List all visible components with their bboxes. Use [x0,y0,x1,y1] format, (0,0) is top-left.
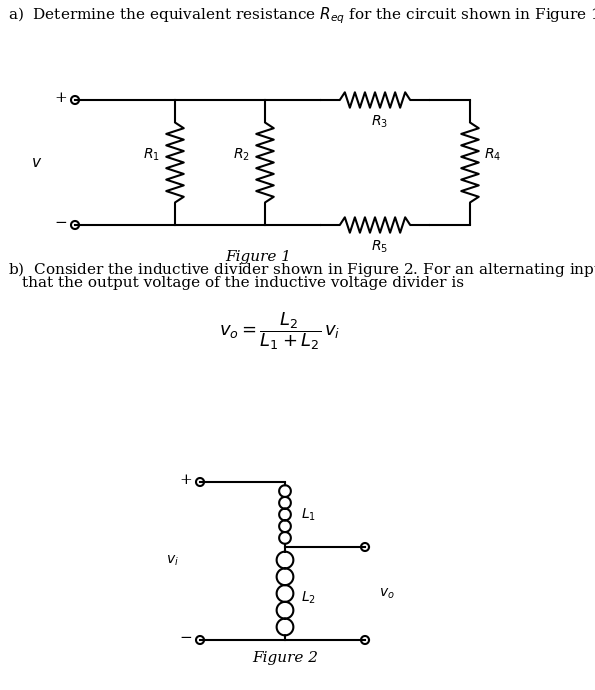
Text: $R_4$: $R_4$ [484,147,501,164]
Text: $v_o$: $v_o$ [379,586,395,601]
Text: $v_i$: $v_i$ [165,554,178,568]
Text: $R_1$: $R_1$ [143,147,160,164]
Text: $R_5$: $R_5$ [371,239,389,255]
Text: $R_2$: $R_2$ [233,147,250,164]
Text: Figure 1: Figure 1 [225,250,291,264]
Text: a)  Determine the equivalent resistance $R_{eq}$ for the circuit shown in Figure: a) Determine the equivalent resistance $… [8,5,595,26]
Text: that the output voltage of the inductive voltage divider is: that the output voltage of the inductive… [22,276,464,290]
Text: $L_1$: $L_1$ [301,506,316,523]
Text: −: − [54,216,67,230]
Text: $v$: $v$ [32,156,43,170]
Text: −: − [179,631,192,645]
Text: $R_3$: $R_3$ [371,114,389,130]
Text: b)  Consider the inductive divider shown in Figure 2. For an alternating input $: b) Consider the inductive divider shown … [8,260,595,279]
Text: +: + [179,473,192,487]
Text: $L_2$: $L_2$ [301,589,316,606]
Text: +: + [54,91,67,105]
Text: $v_o = \dfrac{L_2}{L_1 + L_2}\,v_i$: $v_o = \dfrac{L_2}{L_1 + L_2}\,v_i$ [220,310,341,352]
Text: Figure 2: Figure 2 [252,651,318,665]
